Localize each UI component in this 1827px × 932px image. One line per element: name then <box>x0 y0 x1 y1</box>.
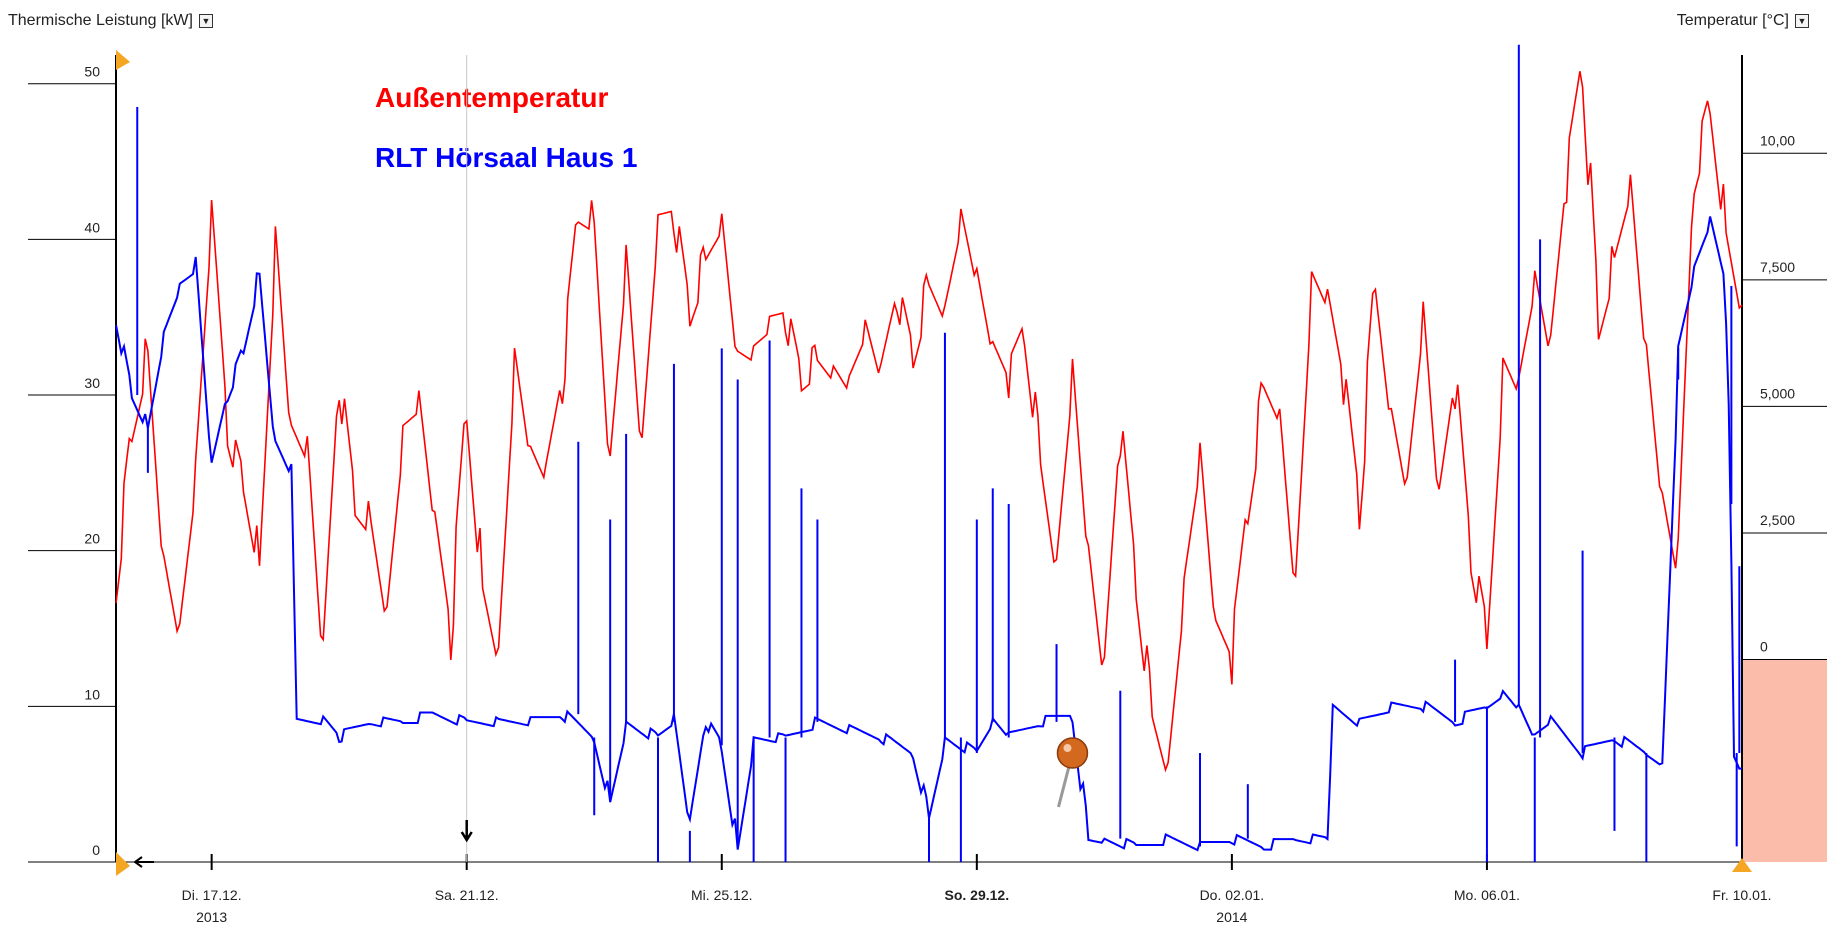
range-handle-bottom-left[interactable] <box>116 852 130 876</box>
range-handle-top-left[interactable] <box>116 50 130 70</box>
x-tick-label: Mi. 25.12. <box>691 887 752 903</box>
below-zero-band <box>1742 659 1827 862</box>
pushpin-icon[interactable] <box>1056 737 1089 769</box>
x-tick-year-label: 2014 <box>1216 909 1247 925</box>
series-line-rlt-hoersaal <box>115 216 1742 852</box>
left-tick-label: 20 <box>84 531 100 547</box>
chevron-down-icon[interactable]: ▼ <box>198 14 213 28</box>
right-axis-title-text: Temperatur [°C] <box>1676 12 1789 29</box>
right-tick-label: 10,00 <box>1760 132 1795 148</box>
range-handle-bottom-right[interactable] <box>1732 858 1752 872</box>
right-tick-label: 5,000 <box>1760 385 1795 401</box>
legend-outdoor-temperature: Außentemperatur <box>375 82 609 113</box>
left-tick-label: 10 <box>84 686 100 702</box>
right-tick-label: 7,500 <box>1760 259 1795 275</box>
right-tick-label: 2,500 <box>1760 512 1795 528</box>
x-tick-label: Do. 02.01. <box>1200 887 1265 903</box>
x-tick-label: So. 29.12. <box>945 887 1010 903</box>
left-tick-label: 0 <box>92 842 100 858</box>
x-tick-label: Sa. 21.12. <box>435 887 499 903</box>
right-axis-title: Temperatur [°C] ▼ <box>1677 12 1809 30</box>
x-tick-year-label: 2013 <box>196 909 227 925</box>
series-line-outdoor-temperature <box>115 71 1743 773</box>
left-tick-label: 30 <box>84 375 100 391</box>
pushpin-highlight <box>1063 744 1072 753</box>
left-axis-title-text: Thermische Leistung [kW] <box>8 12 193 29</box>
arrow-down-icon[interactable] <box>460 820 473 843</box>
x-tick-label: Di. 17.12. <box>182 887 242 903</box>
x-tick-label: Mo. 06.01. <box>1454 887 1520 903</box>
left-tick-label: 50 <box>84 64 100 80</box>
chevron-down-icon[interactable]: ▼ <box>1795 14 1809 28</box>
arrow-left-icon[interactable] <box>133 856 154 868</box>
left-axis-title: Thermische Leistung [kW] ▼ <box>8 12 213 30</box>
right-tick-label: 0 <box>1760 639 1768 655</box>
legend-rlt-hoersaal: RLT Hörsaal Haus 1 <box>375 142 638 173</box>
x-tick-label: Fr. 10.01. <box>1712 887 1771 903</box>
left-tick-label: 40 <box>84 219 100 235</box>
